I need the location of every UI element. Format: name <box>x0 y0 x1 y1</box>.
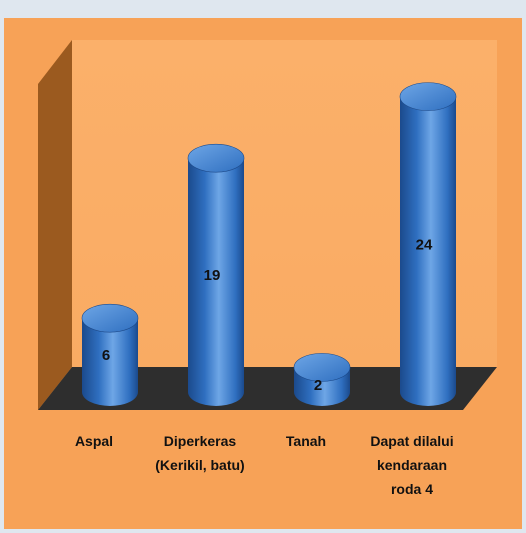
category-label: kendaraan <box>377 457 447 473</box>
bar-body <box>188 158 244 406</box>
category-label: Dapat dilalui <box>370 433 453 449</box>
bar-body <box>400 96 456 406</box>
bar <box>399 82 457 406</box>
bar <box>293 353 351 406</box>
plot-floor <box>38 367 497 410</box>
bar-body <box>82 318 138 406</box>
bar-top <box>81 303 139 333</box>
bar <box>81 303 139 406</box>
bar-top <box>399 82 457 111</box>
data-label: 19 <box>204 267 221 284</box>
category-label: (Kerikil, batu) <box>155 457 244 473</box>
category-label: Diperkeras <box>164 433 237 449</box>
category-label: Tanah <box>286 433 326 449</box>
bar <box>187 143 245 406</box>
data-label: 6 <box>102 347 110 364</box>
data-label: 2 <box>314 377 322 394</box>
category-label: roda 4 <box>391 481 433 497</box>
category-label: Aspal <box>75 433 113 449</box>
plot-side-wall <box>38 40 72 410</box>
bar-top <box>187 143 245 173</box>
bar-body <box>294 367 350 406</box>
bar-top <box>293 353 351 382</box>
data-label: 24 <box>416 236 433 253</box>
